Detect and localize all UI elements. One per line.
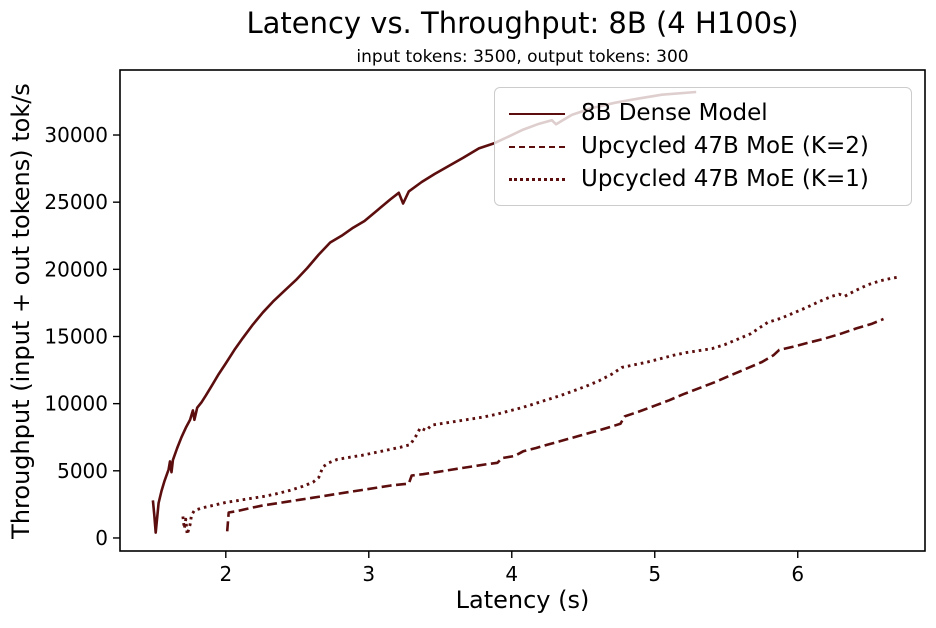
legend-label-dense: 8B Dense Model (581, 100, 768, 126)
x-tick-label: 5 (648, 562, 661, 586)
legend-row-dense: 8B Dense Model (509, 102, 899, 125)
x-tick-label: 2 (219, 562, 232, 586)
y-tick-label: 15000 (44, 324, 108, 348)
solid-line-icon (509, 112, 565, 115)
x-tick-label: 4 (505, 562, 518, 586)
y-tick-label: 25000 (44, 190, 108, 214)
y-tick-label: 30000 (44, 123, 108, 147)
x-axis-label: Latency (s) (455, 586, 590, 614)
plot-frame (119, 69, 926, 552)
y-tick-label: 0 (95, 526, 108, 550)
y-tick-label: 5000 (57, 459, 108, 483)
y-tick-label: 20000 (44, 257, 108, 281)
series-line-1 (225, 317, 884, 532)
series-line-2 (181, 275, 900, 537)
chart-title: Latency vs. Throughput: 8B (4 H100s) (246, 6, 799, 40)
legend-label-moe-k2: Upcycled 47B MoE (K=2) (581, 133, 869, 159)
legend-row-moe-k1: Upcycled 47B MoE (K=1) (509, 168, 899, 191)
legend-label-moe-k1: Upcycled 47B MoE (K=1) (581, 166, 869, 192)
x-tick-label: 6 (791, 562, 804, 586)
x-tick-label: 3 (362, 562, 375, 586)
dashed-line-icon (509, 145, 565, 148)
legend-row-moe-k2: Upcycled 47B MoE (K=2) (509, 135, 899, 158)
y-axis-label: Throughput (input + out tokens) tok/s (7, 83, 35, 539)
dotted-line-icon (509, 178, 565, 181)
legend: 8B Dense Model Upcycled 47B MoE (K=2) Up… (494, 87, 912, 206)
chart-subtitle: input tokens: 3500, output tokens: 300 (356, 47, 689, 67)
y-tick-label: 10000 (44, 392, 108, 416)
